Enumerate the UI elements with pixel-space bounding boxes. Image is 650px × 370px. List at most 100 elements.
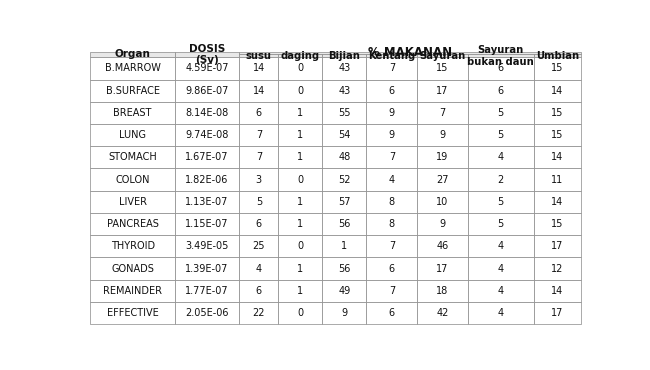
Bar bbox=[468, 146, 534, 168]
Text: 0: 0 bbox=[298, 241, 304, 251]
Bar bbox=[468, 124, 534, 146]
Text: 4: 4 bbox=[389, 175, 395, 185]
Bar bbox=[367, 146, 417, 168]
Bar bbox=[468, 102, 534, 124]
Bar bbox=[278, 124, 322, 146]
Text: 6: 6 bbox=[389, 308, 395, 318]
Text: 1.82E-06: 1.82E-06 bbox=[185, 175, 229, 185]
Bar bbox=[534, 124, 581, 146]
Text: 7: 7 bbox=[439, 108, 446, 118]
Text: 9: 9 bbox=[389, 130, 395, 140]
Bar bbox=[90, 168, 175, 191]
Bar bbox=[367, 54, 417, 57]
Text: Organ: Organ bbox=[114, 50, 151, 60]
Bar bbox=[278, 280, 322, 302]
Bar bbox=[175, 258, 239, 280]
Bar bbox=[175, 191, 239, 213]
Text: 2.05E-06: 2.05E-06 bbox=[185, 308, 229, 318]
Bar bbox=[468, 54, 534, 57]
Text: 43: 43 bbox=[338, 63, 350, 73]
Text: 12: 12 bbox=[551, 263, 564, 273]
Bar bbox=[278, 54, 322, 57]
Bar bbox=[322, 54, 367, 57]
Text: 22: 22 bbox=[253, 308, 265, 318]
Text: 15: 15 bbox=[551, 130, 564, 140]
Text: 4: 4 bbox=[255, 263, 262, 273]
Bar bbox=[468, 80, 534, 102]
Text: 1.13E-07: 1.13E-07 bbox=[185, 197, 229, 207]
Text: 49: 49 bbox=[338, 286, 350, 296]
Bar bbox=[278, 57, 322, 80]
Text: 1.77E-07: 1.77E-07 bbox=[185, 286, 229, 296]
Bar bbox=[534, 191, 581, 213]
Bar bbox=[239, 124, 278, 146]
Bar bbox=[175, 213, 239, 235]
Text: 54: 54 bbox=[338, 130, 350, 140]
Text: 8: 8 bbox=[389, 197, 395, 207]
Text: 25: 25 bbox=[253, 241, 265, 251]
Bar bbox=[239, 235, 278, 258]
Text: 57: 57 bbox=[338, 197, 351, 207]
Bar bbox=[90, 146, 175, 168]
Text: 6: 6 bbox=[498, 63, 504, 73]
Text: 1.15E-07: 1.15E-07 bbox=[185, 219, 229, 229]
Bar bbox=[278, 146, 322, 168]
Bar bbox=[534, 57, 581, 80]
Text: 7: 7 bbox=[389, 63, 395, 73]
Text: 1.67E-07: 1.67E-07 bbox=[185, 152, 229, 162]
Bar bbox=[239, 80, 278, 102]
Bar bbox=[534, 302, 581, 324]
Text: 5: 5 bbox=[498, 197, 504, 207]
Text: DOSIS
(Sv): DOSIS (Sv) bbox=[189, 44, 225, 65]
Text: 15: 15 bbox=[551, 219, 564, 229]
Text: 1: 1 bbox=[298, 263, 304, 273]
Bar bbox=[175, 302, 239, 324]
Bar bbox=[90, 280, 175, 302]
Text: 7: 7 bbox=[389, 241, 395, 251]
Bar bbox=[239, 302, 278, 324]
Text: 9: 9 bbox=[341, 308, 348, 318]
Bar bbox=[468, 213, 534, 235]
Bar bbox=[90, 80, 175, 102]
Bar bbox=[90, 302, 175, 324]
Bar bbox=[322, 57, 367, 80]
Bar bbox=[90, 258, 175, 280]
Text: 4: 4 bbox=[498, 308, 504, 318]
Text: 14: 14 bbox=[253, 86, 265, 96]
Bar bbox=[468, 258, 534, 280]
Text: 3: 3 bbox=[255, 175, 262, 185]
Bar bbox=[278, 168, 322, 191]
Text: 4: 4 bbox=[498, 152, 504, 162]
Text: 6: 6 bbox=[389, 86, 395, 96]
Text: 2: 2 bbox=[498, 175, 504, 185]
Text: EFFECTIVE: EFFECTIVE bbox=[107, 308, 159, 318]
Text: 14: 14 bbox=[253, 63, 265, 73]
Bar bbox=[534, 280, 581, 302]
Text: 52: 52 bbox=[338, 175, 351, 185]
Bar bbox=[239, 54, 278, 57]
Bar bbox=[417, 146, 468, 168]
Text: B.SURFACE: B.SURFACE bbox=[105, 86, 160, 96]
Text: daging: daging bbox=[281, 51, 320, 61]
Bar bbox=[367, 80, 417, 102]
Text: 7: 7 bbox=[255, 130, 262, 140]
Text: 6: 6 bbox=[389, 263, 395, 273]
Bar bbox=[175, 146, 239, 168]
Text: 4.59E-07: 4.59E-07 bbox=[185, 63, 229, 73]
Bar bbox=[417, 80, 468, 102]
Bar bbox=[175, 235, 239, 258]
Bar bbox=[534, 168, 581, 191]
Bar bbox=[278, 191, 322, 213]
Text: LIVER: LIVER bbox=[118, 197, 147, 207]
Text: 9: 9 bbox=[439, 130, 446, 140]
Bar bbox=[417, 57, 468, 80]
Bar bbox=[175, 124, 239, 146]
Text: 4: 4 bbox=[498, 263, 504, 273]
Text: 0: 0 bbox=[298, 308, 304, 318]
Text: 6: 6 bbox=[498, 86, 504, 96]
Bar bbox=[278, 80, 322, 102]
Text: THYROID: THYROID bbox=[111, 241, 155, 251]
Text: STOMACH: STOMACH bbox=[109, 152, 157, 162]
Text: 4: 4 bbox=[498, 286, 504, 296]
Bar bbox=[90, 102, 175, 124]
